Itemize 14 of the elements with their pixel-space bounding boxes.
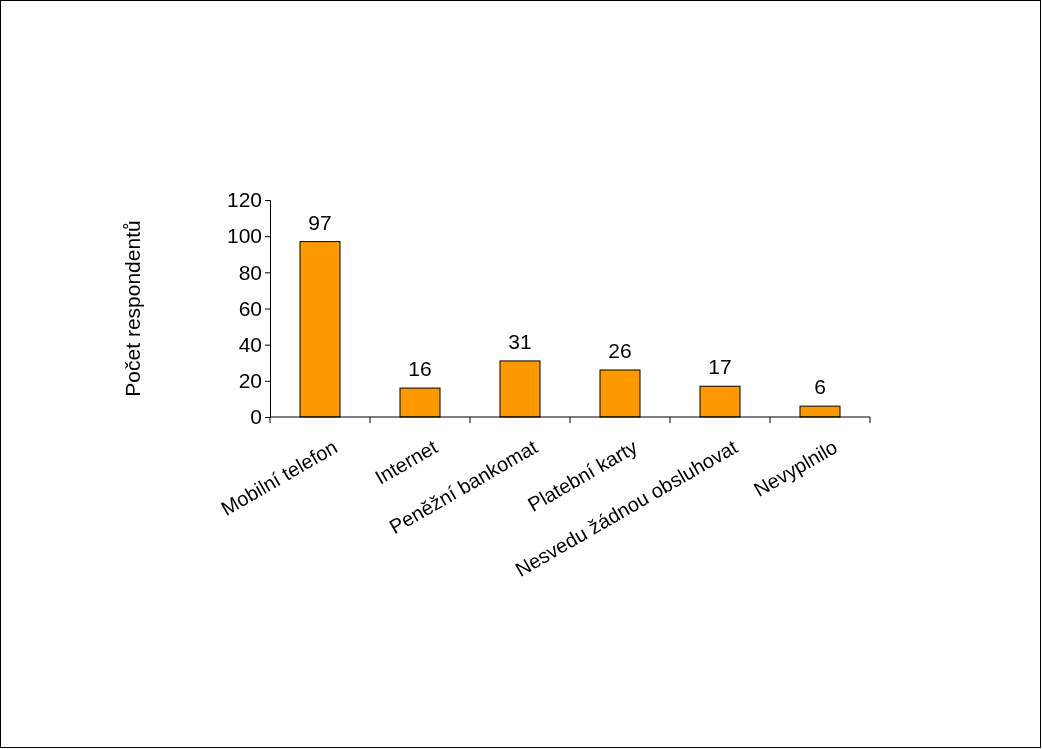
y-tick-label: 20 [238, 369, 262, 393]
data-label: 97 [308, 210, 332, 234]
y-tick-label: 120 [226, 188, 262, 212]
y-tick-label: 80 [238, 260, 262, 284]
y-tick-label: 100 [226, 224, 262, 248]
data-label: 31 [508, 329, 532, 353]
y-axis-title: Počet respondentů [121, 220, 144, 397]
y-tick-label: 40 [238, 332, 262, 356]
data-label: 16 [408, 357, 432, 381]
data-label: 26 [608, 338, 632, 362]
data-label: 6 [814, 375, 826, 399]
y-tick-label: 60 [238, 296, 262, 320]
y-tick-label: 0 [250, 405, 262, 429]
data-label: 17 [708, 355, 732, 379]
